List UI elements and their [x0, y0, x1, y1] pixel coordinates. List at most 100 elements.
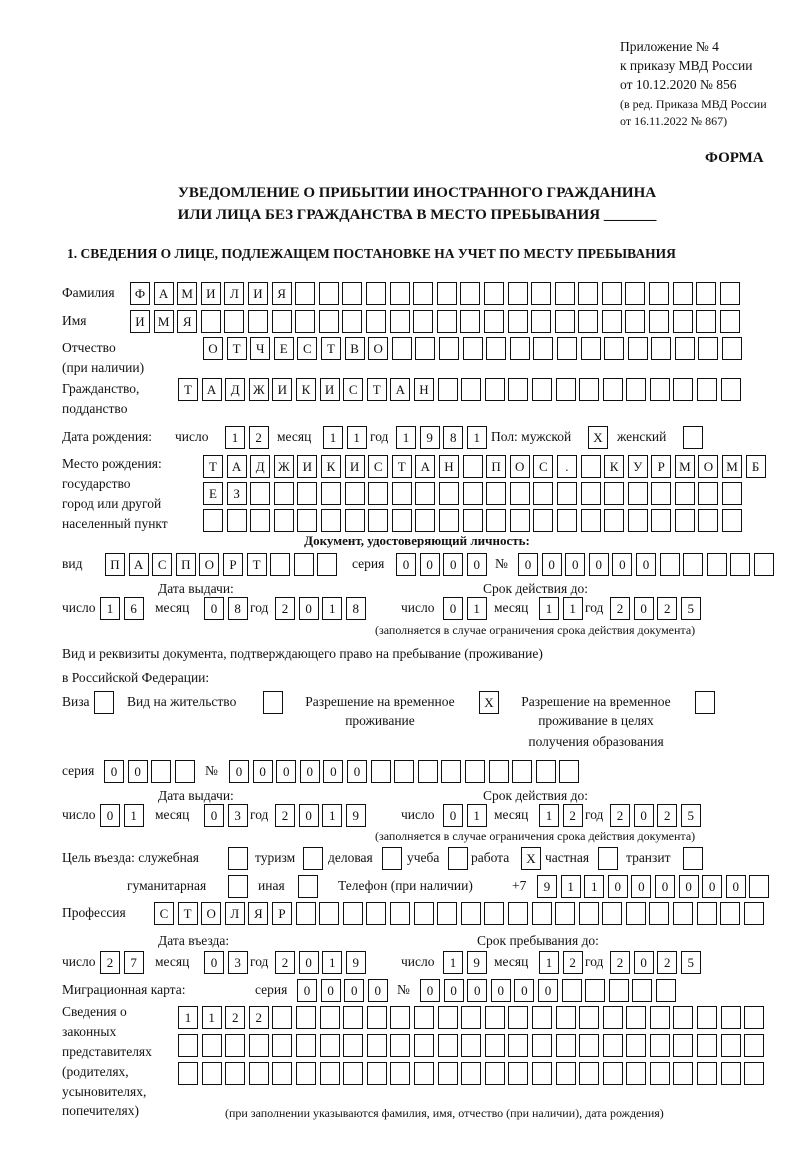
char-cell[interactable]: 0 — [127, 760, 148, 783]
char-cell[interactable]: С — [368, 455, 389, 478]
char-cell[interactable]: 0 — [466, 553, 487, 576]
char-cell[interactable]: X — [479, 691, 499, 714]
char-cell[interactable]: С — [297, 337, 318, 360]
char-cell[interactable] — [272, 1034, 293, 1057]
char-cell[interactable]: 1 — [322, 804, 343, 827]
char-cell[interactable] — [462, 482, 483, 505]
char-cell[interactable]: А — [390, 378, 411, 401]
char-cell[interactable] — [602, 1062, 623, 1085]
char-cell[interactable]: 2 — [562, 804, 583, 827]
char-cell[interactable] — [697, 1006, 718, 1029]
char-cell[interactable]: Т — [178, 378, 198, 401]
char-cell[interactable] — [608, 979, 629, 1002]
char-cell[interactable] — [509, 482, 530, 505]
char-cell[interactable] — [250, 482, 271, 505]
char-cell[interactable] — [224, 310, 245, 333]
char-cell[interactable] — [320, 482, 341, 505]
char-cell[interactable]: М — [177, 282, 198, 305]
char-cell[interactable] — [531, 1062, 552, 1085]
char-cell[interactable] — [295, 902, 316, 925]
char-cell[interactable]: 6 — [123, 597, 144, 620]
char-cell[interactable]: С — [154, 902, 174, 925]
char-cell[interactable] — [625, 310, 646, 333]
char-cell[interactable] — [174, 760, 195, 783]
char-cell[interactable] — [178, 1062, 198, 1085]
char-cell[interactable] — [391, 337, 412, 360]
char-cell[interactable] — [366, 1062, 387, 1085]
char-cell[interactable] — [508, 1062, 529, 1085]
char-cell[interactable] — [413, 1006, 434, 1029]
purpose-humanitarian-checkbox[interactable] — [228, 875, 248, 898]
char-cell[interactable] — [674, 482, 695, 505]
char-cell[interactable] — [649, 1062, 670, 1085]
char-cell[interactable] — [555, 1006, 576, 1029]
char-cell[interactable] — [722, 509, 743, 532]
char-cell[interactable] — [464, 760, 485, 783]
char-cell[interactable] — [720, 1034, 741, 1057]
char-cell[interactable]: 0 — [633, 804, 654, 827]
char-cell[interactable]: И — [272, 378, 293, 401]
char-cell[interactable]: 0 — [276, 760, 297, 783]
char-cell[interactable] — [248, 1034, 269, 1057]
char-cell[interactable] — [743, 902, 764, 925]
char-cell[interactable] — [390, 1034, 411, 1057]
representatives-field-line2[interactable] — [178, 1034, 765, 1057]
char-cell[interactable] — [486, 337, 507, 360]
char-cell[interactable] — [389, 282, 410, 305]
char-cell[interactable] — [460, 310, 481, 333]
char-cell[interactable] — [585, 979, 606, 1002]
char-cell[interactable]: 1 — [443, 951, 463, 974]
char-cell[interactable] — [272, 1006, 293, 1029]
char-cell[interactable]: С — [343, 378, 364, 401]
char-cell[interactable] — [295, 310, 316, 333]
char-cell[interactable] — [579, 1006, 600, 1029]
char-cell[interactable] — [365, 310, 386, 333]
char-cell[interactable] — [531, 378, 552, 401]
char-cell[interactable] — [441, 760, 462, 783]
char-cell[interactable] — [696, 310, 717, 333]
char-cell[interactable] — [413, 310, 434, 333]
char-cell[interactable] — [672, 310, 693, 333]
char-cell[interactable] — [627, 337, 648, 360]
char-cell[interactable] — [413, 1062, 434, 1085]
char-cell[interactable] — [228, 875, 248, 898]
char-cell[interactable] — [651, 482, 672, 505]
char-cell[interactable]: 2 — [248, 1006, 269, 1029]
char-cell[interactable] — [533, 337, 554, 360]
char-cell[interactable]: Ч — [250, 337, 271, 360]
char-cell[interactable]: 1 — [560, 875, 581, 898]
char-cell[interactable]: 0 — [100, 804, 120, 827]
char-cell[interactable]: Д — [250, 455, 271, 478]
char-cell[interactable] — [507, 902, 528, 925]
char-cell[interactable]: 1 — [322, 951, 343, 974]
char-cell[interactable] — [389, 310, 410, 333]
char-cell[interactable]: 0 — [298, 951, 319, 974]
char-cell[interactable]: А — [128, 553, 149, 576]
char-cell[interactable] — [555, 902, 576, 925]
char-cell[interactable] — [343, 1062, 364, 1085]
char-cell[interactable] — [555, 1034, 576, 1057]
char-cell[interactable] — [94, 691, 114, 714]
char-cell[interactable]: 0 — [443, 597, 463, 620]
char-cell[interactable] — [250, 509, 271, 532]
char-cell[interactable]: 0 — [725, 875, 746, 898]
char-cell[interactable]: Н — [438, 455, 459, 478]
char-cell[interactable] — [509, 509, 530, 532]
char-cell[interactable] — [697, 378, 718, 401]
char-cell[interactable] — [672, 282, 693, 305]
char-cell[interactable] — [370, 760, 391, 783]
char-cell[interactable] — [297, 509, 318, 532]
char-cell[interactable]: Л — [224, 282, 245, 305]
char-cell[interactable]: Е — [273, 337, 294, 360]
char-cell[interactable]: А — [226, 455, 247, 478]
char-cell[interactable]: Т — [226, 337, 247, 360]
char-cell[interactable]: М — [674, 455, 695, 478]
char-cell[interactable] — [319, 1062, 340, 1085]
char-cell[interactable]: 2 — [100, 951, 120, 974]
char-cell[interactable] — [706, 553, 727, 576]
